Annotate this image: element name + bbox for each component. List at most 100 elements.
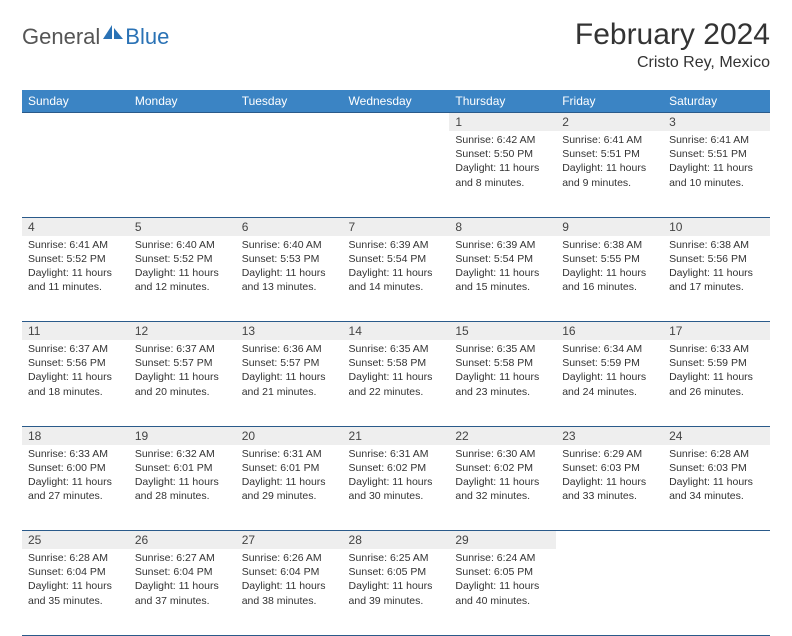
day-cell xyxy=(129,131,236,217)
day-cell-body: Sunrise: 6:36 AMSunset: 5:57 PMDaylight:… xyxy=(236,340,343,403)
day-cell: Sunrise: 6:37 AMSunset: 5:56 PMDaylight:… xyxy=(22,340,129,426)
day-cell xyxy=(556,549,663,635)
day-cell: Sunrise: 6:37 AMSunset: 5:57 PMDaylight:… xyxy=(129,340,236,426)
day-cell-body: Sunrise: 6:29 AMSunset: 6:03 PMDaylight:… xyxy=(556,445,663,508)
day-number-cell: 22 xyxy=(449,426,556,445)
logo-text-blue: Blue xyxy=(125,24,169,50)
day-cell: Sunrise: 6:39 AMSunset: 5:54 PMDaylight:… xyxy=(343,236,450,322)
day-number-cell: 23 xyxy=(556,426,663,445)
day-cell: Sunrise: 6:41 AMSunset: 5:52 PMDaylight:… xyxy=(22,236,129,322)
day-cell-body: Sunrise: 6:26 AMSunset: 6:04 PMDaylight:… xyxy=(236,549,343,612)
day-cell: Sunrise: 6:35 AMSunset: 5:58 PMDaylight:… xyxy=(449,340,556,426)
day-cell-body: Sunrise: 6:30 AMSunset: 6:02 PMDaylight:… xyxy=(449,445,556,508)
day-cell: Sunrise: 6:31 AMSunset: 6:02 PMDaylight:… xyxy=(343,445,450,531)
day-cell-body: Sunrise: 6:37 AMSunset: 5:57 PMDaylight:… xyxy=(129,340,236,403)
day-cell-body: Sunrise: 6:33 AMSunset: 6:00 PMDaylight:… xyxy=(22,445,129,508)
day-header: Monday xyxy=(129,90,236,113)
day-cell: Sunrise: 6:38 AMSunset: 5:56 PMDaylight:… xyxy=(663,236,770,322)
day-cell-body: Sunrise: 6:24 AMSunset: 6:05 PMDaylight:… xyxy=(449,549,556,612)
day-cell xyxy=(22,131,129,217)
day-number-cell: 21 xyxy=(343,426,450,445)
title-block: February 2024 Cristo Rey, Mexico xyxy=(575,18,770,72)
day-cell: Sunrise: 6:32 AMSunset: 6:01 PMDaylight:… xyxy=(129,445,236,531)
logo: General Blue xyxy=(22,18,169,50)
day-cell: Sunrise: 6:42 AMSunset: 5:50 PMDaylight:… xyxy=(449,131,556,217)
day-cell xyxy=(663,549,770,635)
day-cell: Sunrise: 6:36 AMSunset: 5:57 PMDaylight:… xyxy=(236,340,343,426)
day-number-cell: 13 xyxy=(236,322,343,341)
day-cell-body: Sunrise: 6:38 AMSunset: 5:56 PMDaylight:… xyxy=(663,236,770,299)
day-number-cell xyxy=(22,113,129,132)
day-number-row: 123 xyxy=(22,113,770,132)
day-cell: Sunrise: 6:35 AMSunset: 5:58 PMDaylight:… xyxy=(343,340,450,426)
day-cell-body: Sunrise: 6:41 AMSunset: 5:52 PMDaylight:… xyxy=(22,236,129,299)
day-number-cell: 15 xyxy=(449,322,556,341)
day-number-row: 18192021222324 xyxy=(22,426,770,445)
day-cell-body: Sunrise: 6:40 AMSunset: 5:52 PMDaylight:… xyxy=(129,236,236,299)
day-header: Tuesday xyxy=(236,90,343,113)
day-cell-body: Sunrise: 6:38 AMSunset: 5:55 PMDaylight:… xyxy=(556,236,663,299)
day-cell-body: Sunrise: 6:27 AMSunset: 6:04 PMDaylight:… xyxy=(129,549,236,612)
day-number-cell: 18 xyxy=(22,426,129,445)
day-number-cell: 24 xyxy=(663,426,770,445)
day-content-row: Sunrise: 6:42 AMSunset: 5:50 PMDaylight:… xyxy=(22,131,770,217)
day-cell: Sunrise: 6:29 AMSunset: 6:03 PMDaylight:… xyxy=(556,445,663,531)
day-number-cell: 12 xyxy=(129,322,236,341)
day-cell-body: Sunrise: 6:28 AMSunset: 6:04 PMDaylight:… xyxy=(22,549,129,612)
day-header: Wednesday xyxy=(343,90,450,113)
day-number-cell: 6 xyxy=(236,217,343,236)
day-content-row: Sunrise: 6:41 AMSunset: 5:52 PMDaylight:… xyxy=(22,236,770,322)
day-cell: Sunrise: 6:26 AMSunset: 6:04 PMDaylight:… xyxy=(236,549,343,635)
day-number-cell: 5 xyxy=(129,217,236,236)
day-cell: Sunrise: 6:33 AMSunset: 6:00 PMDaylight:… xyxy=(22,445,129,531)
day-cell: Sunrise: 6:25 AMSunset: 6:05 PMDaylight:… xyxy=(343,549,450,635)
day-cell-body: Sunrise: 6:39 AMSunset: 5:54 PMDaylight:… xyxy=(449,236,556,299)
day-header: Friday xyxy=(556,90,663,113)
day-cell-body: Sunrise: 6:42 AMSunset: 5:50 PMDaylight:… xyxy=(449,131,556,194)
day-cell-body: Sunrise: 6:41 AMSunset: 5:51 PMDaylight:… xyxy=(556,131,663,194)
day-number-cell: 29 xyxy=(449,531,556,550)
day-cell: Sunrise: 6:33 AMSunset: 5:59 PMDaylight:… xyxy=(663,340,770,426)
day-cell-body: Sunrise: 6:28 AMSunset: 6:03 PMDaylight:… xyxy=(663,445,770,508)
day-cell-body: Sunrise: 6:31 AMSunset: 6:02 PMDaylight:… xyxy=(343,445,450,508)
day-content-row: Sunrise: 6:33 AMSunset: 6:00 PMDaylight:… xyxy=(22,445,770,531)
day-number-cell xyxy=(129,113,236,132)
day-number-cell: 27 xyxy=(236,531,343,550)
day-cell xyxy=(343,131,450,217)
day-cell-body: Sunrise: 6:37 AMSunset: 5:56 PMDaylight:… xyxy=(22,340,129,403)
day-number-cell: 9 xyxy=(556,217,663,236)
location-subtitle: Cristo Rey, Mexico xyxy=(575,54,770,72)
day-number-cell: 25 xyxy=(22,531,129,550)
day-cell: Sunrise: 6:27 AMSunset: 6:04 PMDaylight:… xyxy=(129,549,236,635)
day-cell: Sunrise: 6:28 AMSunset: 6:04 PMDaylight:… xyxy=(22,549,129,635)
day-cell: Sunrise: 6:24 AMSunset: 6:05 PMDaylight:… xyxy=(449,549,556,635)
day-number-cell xyxy=(663,531,770,550)
day-cell-body: Sunrise: 6:40 AMSunset: 5:53 PMDaylight:… xyxy=(236,236,343,299)
day-cell-body: Sunrise: 6:31 AMSunset: 6:01 PMDaylight:… xyxy=(236,445,343,508)
day-cell-body: Sunrise: 6:25 AMSunset: 6:05 PMDaylight:… xyxy=(343,549,450,612)
day-number-row: 45678910 xyxy=(22,217,770,236)
day-number-cell: 4 xyxy=(22,217,129,236)
day-cell: Sunrise: 6:38 AMSunset: 5:55 PMDaylight:… xyxy=(556,236,663,322)
day-cell-body: Sunrise: 6:41 AMSunset: 5:51 PMDaylight:… xyxy=(663,131,770,194)
day-number-cell: 2 xyxy=(556,113,663,132)
day-number-cell: 26 xyxy=(129,531,236,550)
day-number-cell: 19 xyxy=(129,426,236,445)
day-number-cell: 20 xyxy=(236,426,343,445)
calendar-table: SundayMondayTuesdayWednesdayThursdayFrid… xyxy=(22,90,770,636)
day-number-cell xyxy=(556,531,663,550)
day-cell: Sunrise: 6:31 AMSunset: 6:01 PMDaylight:… xyxy=(236,445,343,531)
day-header: Thursday xyxy=(449,90,556,113)
day-cell: Sunrise: 6:39 AMSunset: 5:54 PMDaylight:… xyxy=(449,236,556,322)
day-number-cell: 7 xyxy=(343,217,450,236)
day-number-cell: 8 xyxy=(449,217,556,236)
day-cell-body: Sunrise: 6:33 AMSunset: 5:59 PMDaylight:… xyxy=(663,340,770,403)
day-cell-body: Sunrise: 6:34 AMSunset: 5:59 PMDaylight:… xyxy=(556,340,663,403)
logo-sail-icon xyxy=(103,25,123,39)
day-cell: Sunrise: 6:34 AMSunset: 5:59 PMDaylight:… xyxy=(556,340,663,426)
day-cell: Sunrise: 6:41 AMSunset: 5:51 PMDaylight:… xyxy=(556,131,663,217)
day-number-cell: 11 xyxy=(22,322,129,341)
day-number-cell xyxy=(343,113,450,132)
day-header: Sunday xyxy=(22,90,129,113)
day-cell: Sunrise: 6:41 AMSunset: 5:51 PMDaylight:… xyxy=(663,131,770,217)
